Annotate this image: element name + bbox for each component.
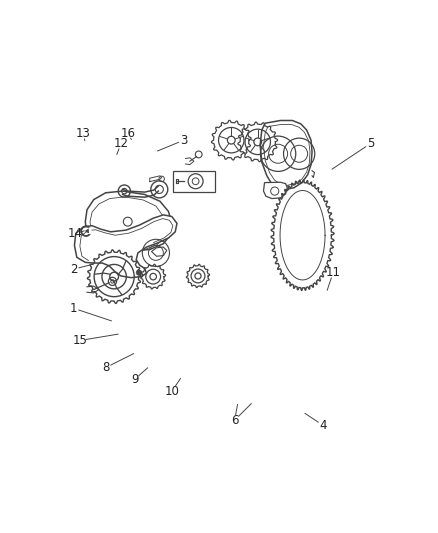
Text: 9: 9 — [131, 373, 138, 386]
Text: 4: 4 — [319, 419, 327, 432]
Polygon shape — [152, 247, 167, 256]
Polygon shape — [85, 191, 172, 252]
Circle shape — [136, 270, 141, 275]
Text: 8: 8 — [102, 361, 110, 374]
Polygon shape — [74, 215, 177, 278]
Text: 10: 10 — [164, 385, 179, 398]
Text: 14: 14 — [67, 227, 83, 240]
Polygon shape — [260, 120, 312, 189]
Polygon shape — [264, 182, 287, 199]
Text: 1: 1 — [70, 302, 77, 314]
Text: 16: 16 — [120, 127, 135, 140]
Text: 2: 2 — [70, 263, 77, 276]
Text: 6: 6 — [231, 414, 238, 427]
FancyBboxPatch shape — [173, 171, 215, 192]
Text: 13: 13 — [76, 127, 91, 140]
Text: 11: 11 — [325, 266, 341, 279]
Text: 12: 12 — [113, 137, 128, 150]
Text: 15: 15 — [73, 334, 88, 347]
Text: 5: 5 — [367, 137, 374, 150]
Text: 3: 3 — [180, 134, 187, 147]
